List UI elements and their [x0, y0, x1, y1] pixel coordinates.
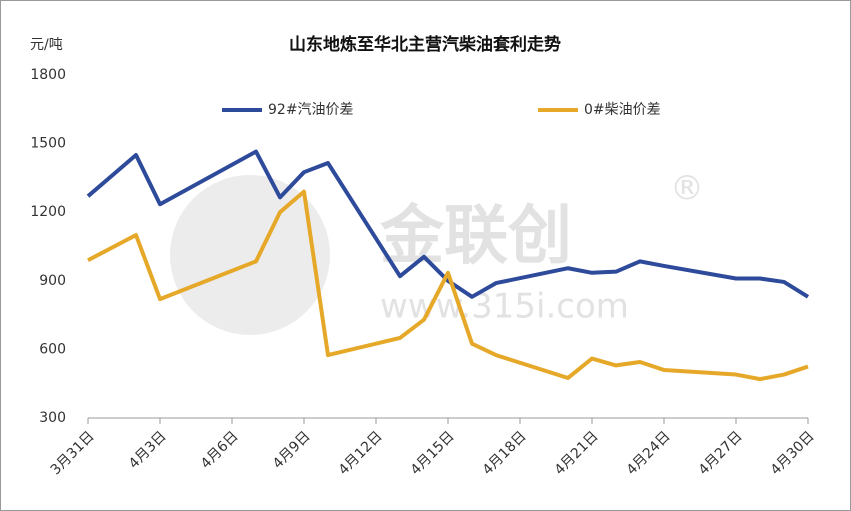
y-tick-label: 1800 [30, 67, 66, 83]
legend-label: 0#柴油价差 [584, 102, 661, 118]
y-tick-label: 300 [39, 410, 66, 426]
watermark: 金联创 www.315i.com ® [170, 169, 704, 335]
series-line [87, 189, 809, 382]
watermark-mark: ® [670, 169, 704, 209]
watermark-brand: 金联创 [379, 200, 572, 274]
y-tick-label: 600 [39, 341, 66, 357]
y-tick-label: 900 [39, 273, 66, 289]
y-tick-label: 1500 [30, 136, 66, 152]
series-line [86, 149, 810, 299]
y-tick-label: 1200 [30, 204, 66, 220]
legend-label: 92#汽油价差 [268, 102, 354, 118]
watermark-url: www.315i.com [380, 287, 629, 327]
watermark-logo [170, 175, 330, 335]
chart-title: 山东地炼至华北主营汽柴油套利走势 [289, 34, 561, 55]
y-axis-label: 元/吨 [30, 37, 63, 53]
